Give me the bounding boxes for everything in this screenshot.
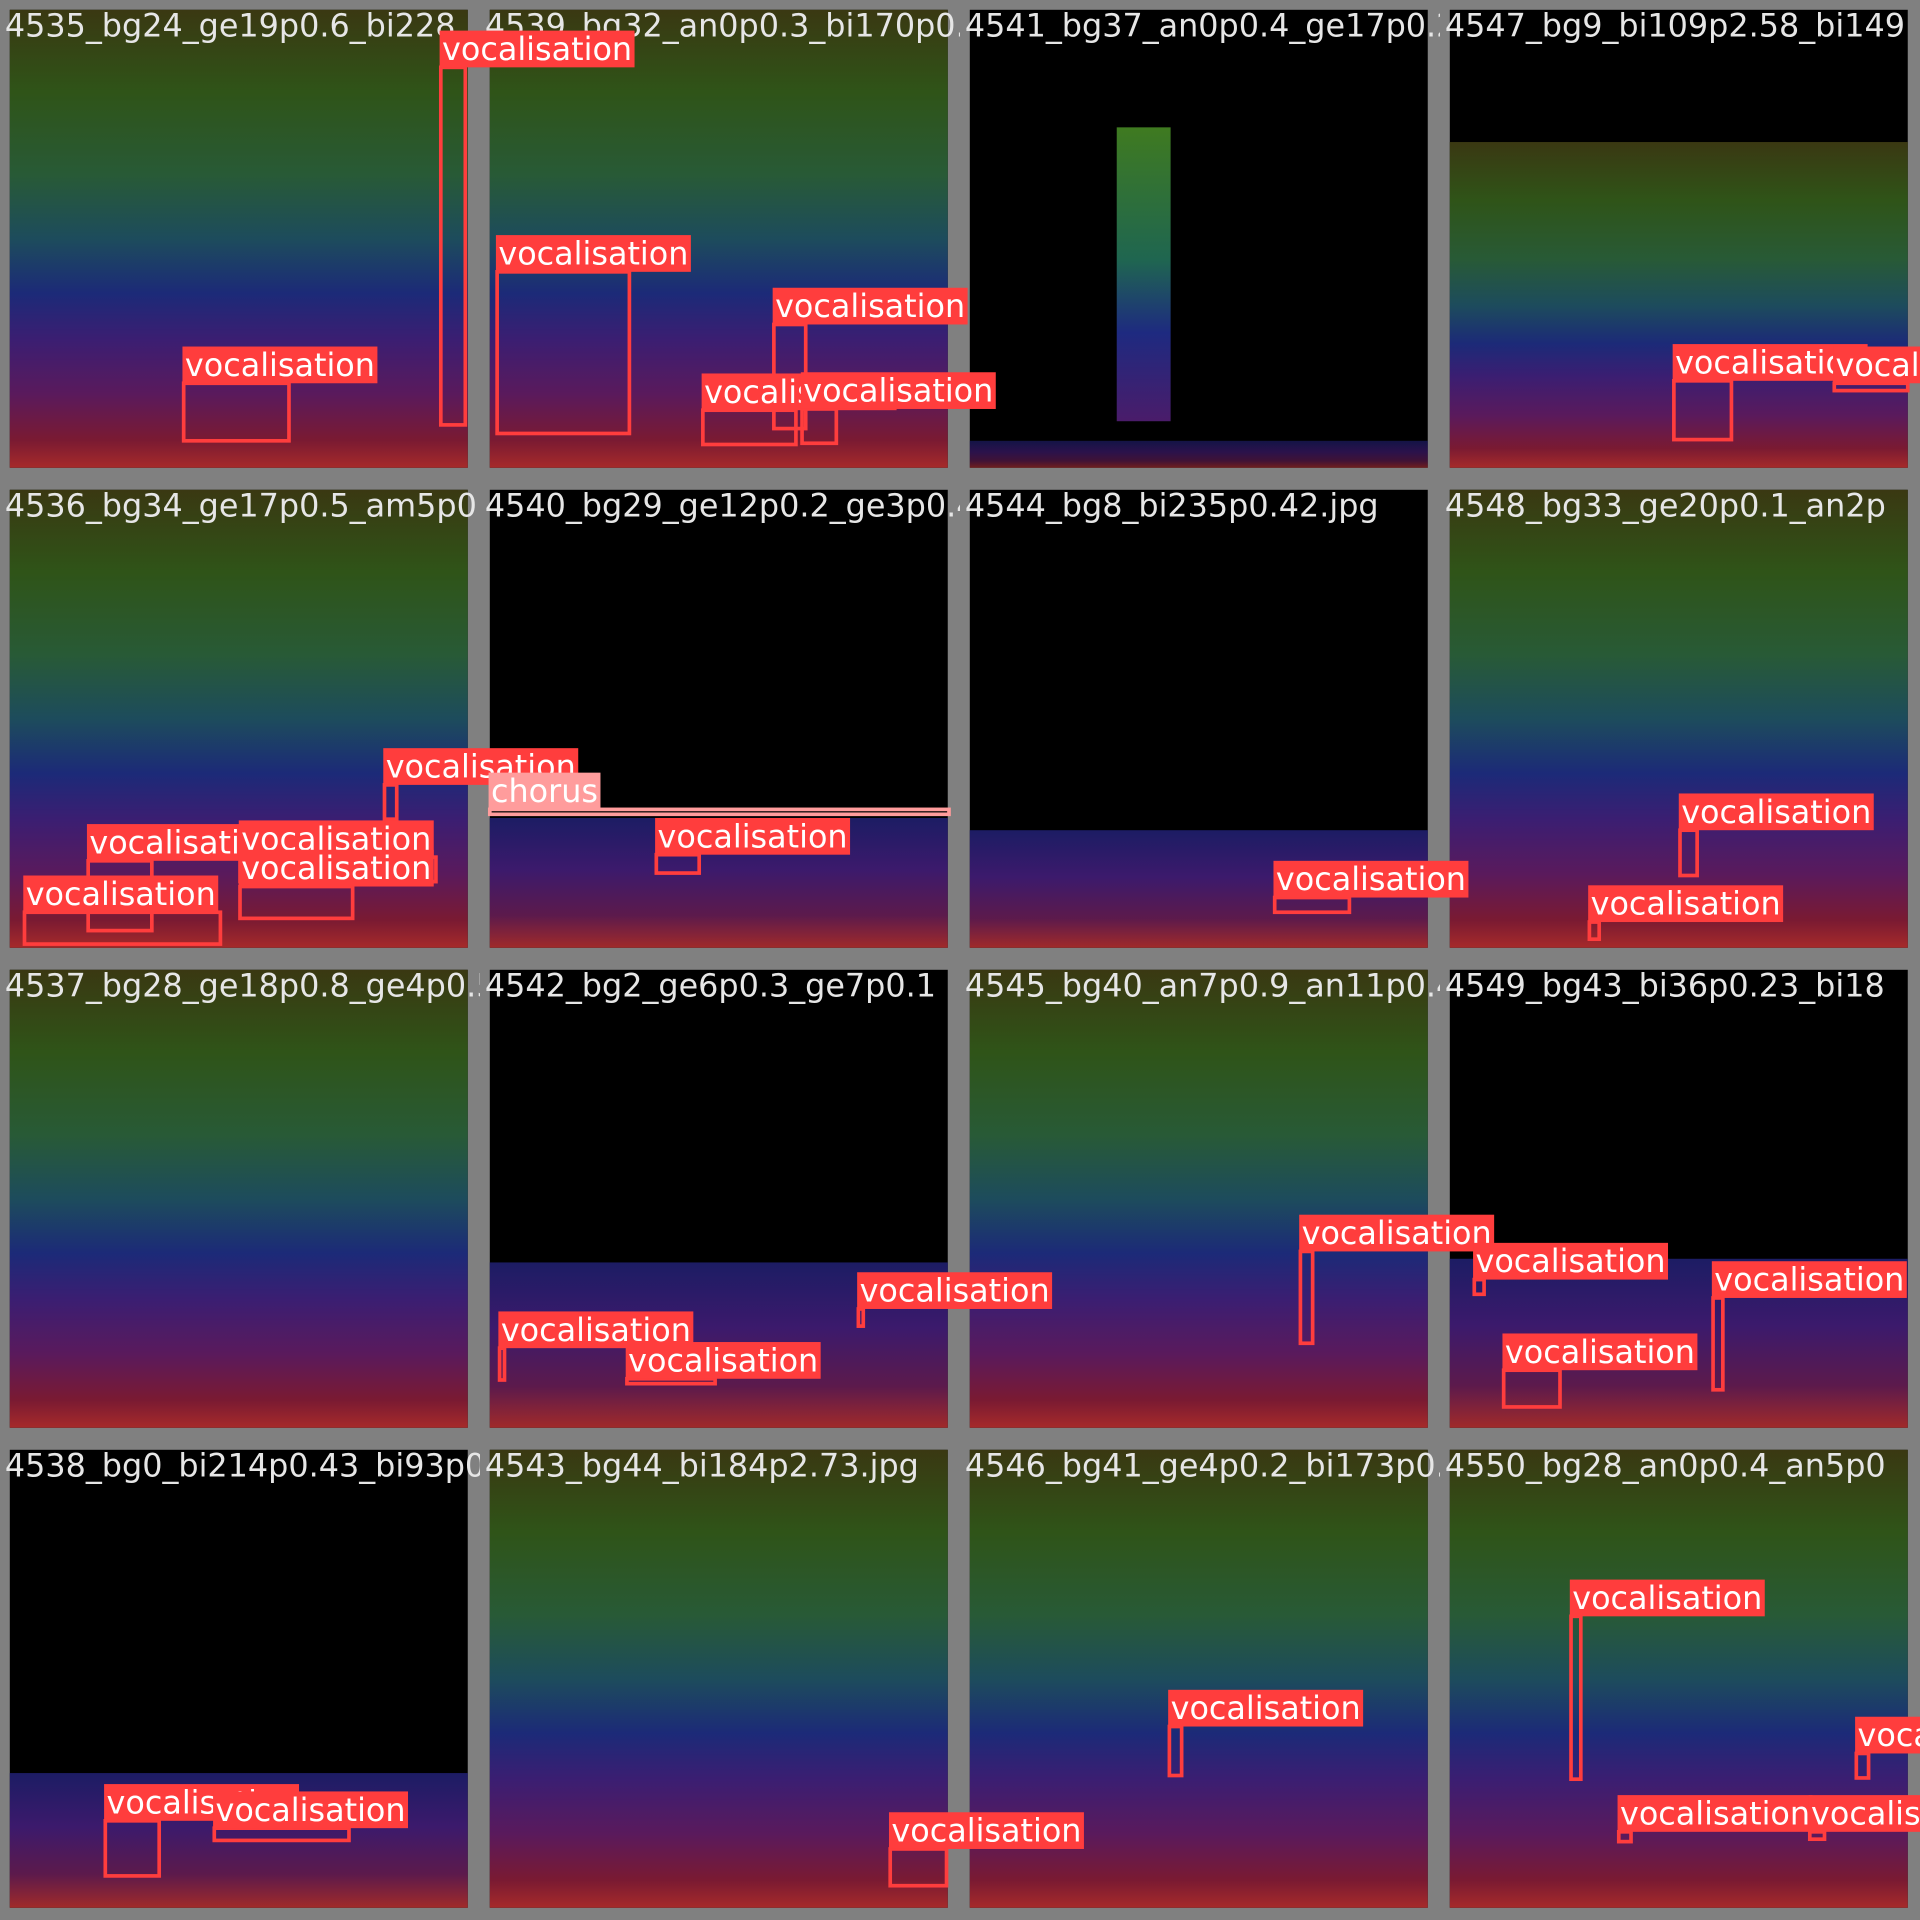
label-background xyxy=(182,346,378,384)
detection-label: vocalisation xyxy=(1505,1333,1695,1371)
tile-filename: 4535_bg24_ge19p0.6_bi228 xyxy=(5,7,456,45)
detection-label: vocalisation xyxy=(185,346,375,384)
detection-label: vocalisation xyxy=(1171,1689,1361,1727)
spectrogram xyxy=(969,9,1428,468)
label-background xyxy=(1678,793,1874,831)
detection-label: vocalisation xyxy=(1858,1716,1920,1754)
tile-title-group: 4549_bg43_bi36p0.23_bi18 xyxy=(1445,967,1885,1005)
detection-label: chorus xyxy=(491,772,598,810)
label-background xyxy=(1588,885,1784,923)
spectrogram-band xyxy=(9,9,468,468)
tile-title-group: 4541_bg37_an0p0.4_ge17p0.24.jpg xyxy=(965,7,1536,45)
detection-label: vocalisation xyxy=(628,1341,818,1379)
spectrogram-band xyxy=(9,969,468,1428)
detection-label: vocalisation xyxy=(1572,1579,1762,1617)
detection-box xyxy=(487,807,951,817)
detection-label: vocalisation xyxy=(803,372,993,410)
detection-label: vocalisation xyxy=(860,1272,1050,1310)
tile-title-group: 4543_bg44_bi184p2.73.jpg xyxy=(485,1447,919,1485)
tile-filename: 4542_bg2_ge6p0.3_ge7p0.1 xyxy=(485,967,936,1005)
tile-filename: 4549_bg43_bi36p0.23_bi18 xyxy=(1445,967,1885,1005)
detection-label: vocalisation xyxy=(26,875,216,913)
tile-filename: 4545_bg40_an7p0.9_an11p0.4 xyxy=(965,967,1456,1005)
signal-column xyxy=(1116,127,1171,422)
spectrogram-band xyxy=(489,1449,948,1908)
label-background xyxy=(625,1342,821,1379)
tile-filename: 4541_bg37_an0p0.4_ge17p0.24.jpg xyxy=(965,7,1536,45)
label-background xyxy=(213,1791,409,1829)
detection-label: vocalisation xyxy=(658,817,848,855)
detection-label: vocalisation xyxy=(1302,1214,1492,1252)
spectrogram-band xyxy=(1449,1449,1908,1908)
label-background xyxy=(888,1812,1084,1849)
label-background xyxy=(800,372,996,409)
label-background xyxy=(1808,1795,1920,1832)
label-background xyxy=(488,772,601,810)
label-background xyxy=(1473,1242,1669,1280)
tile-title-group: 4538_bg0_bi214p0.43_bi93p0.22.jpg xyxy=(5,1447,595,1485)
label-background xyxy=(1617,1795,1813,1832)
spectrogram-band xyxy=(969,969,1428,1428)
detection-label: vocalisation xyxy=(1476,1242,1666,1280)
label-background xyxy=(495,235,691,272)
spectrogram-floor xyxy=(969,440,1428,468)
tile-title-group: 4542_bg2_ge6p0.3_ge7p0.1 xyxy=(485,967,936,1005)
tile-title-group: 4548_bg33_ge20p0.1_an2p xyxy=(1445,487,1886,525)
tile-title-group: 4536_bg34_ge17p0.5_am5p0.13 xyxy=(5,487,528,525)
detection-label: vocalisation xyxy=(498,234,688,272)
label-background xyxy=(772,287,968,325)
label-background xyxy=(1833,346,1920,384)
detection-label: vocalisation xyxy=(1276,860,1466,898)
label-background xyxy=(655,817,851,855)
tile-filename: 4547_bg9_bi109p2.58_bi149 xyxy=(1445,7,1905,45)
detection-label: vocalisation xyxy=(1591,885,1781,923)
label-background xyxy=(857,1272,1053,1309)
tile-filename: 4544_bg8_bi235p0.42.jpg xyxy=(965,487,1379,525)
detection-label: vocalisation xyxy=(1681,793,1871,831)
tile-filename: 4540_bg29_ge12p0.2_ge3p0.4 xyxy=(485,487,977,525)
detection-label: vocalisation xyxy=(216,1791,406,1829)
tile-title-group: 4537_bg28_ge18p0.8_ge4p0.5.jpg xyxy=(5,967,556,1005)
label-background xyxy=(1502,1333,1698,1371)
tile-filename: 4537_bg28_ge18p0.8_ge4p0.5.jpg xyxy=(5,967,556,1005)
tile-filename: 4546_bg41_ge4p0.2_bi173p0.54.jpg xyxy=(965,1447,1546,1485)
label-background xyxy=(1168,1689,1364,1727)
label-background xyxy=(1855,1716,1920,1754)
tile-filename: 4543_bg44_bi184p2.73.jpg xyxy=(485,1447,919,1485)
tile-title-group: 4546_bg41_ge4p0.2_bi173p0.54.jpg xyxy=(965,1447,1546,1485)
detection-label: vocalisation xyxy=(1714,1261,1904,1299)
tile-title-group: 4535_bg24_ge19p0.6_bi228 xyxy=(5,7,456,45)
tile-title-group: 4545_bg40_an7p0.9_an11p0.4 xyxy=(965,967,1456,1005)
tile-filename: 4548_bg33_ge20p0.1_an2p xyxy=(1445,487,1886,525)
label-background xyxy=(23,875,219,913)
detection-label: vocalisation xyxy=(775,287,965,325)
tile-filename: 4538_bg0_bi214p0.43_bi93p0.22.jpg xyxy=(5,1447,595,1485)
spectrogram-band xyxy=(1449,142,1908,468)
label-background xyxy=(1299,1214,1495,1252)
tile-title-group: 4544_bg8_bi235p0.42.jpg xyxy=(965,487,1379,525)
label-background xyxy=(1273,860,1469,898)
detection-label: vocalisation xyxy=(1811,1794,1920,1832)
detection-label: vocalisation xyxy=(1620,1794,1810,1832)
tile-title-group: 4540_bg29_ge12p0.2_ge3p0.4 xyxy=(485,487,977,525)
tile-filename: 4550_bg28_an0p0.4_an5p0 xyxy=(1445,1447,1886,1485)
detection-label: vocalisation xyxy=(1836,346,1920,384)
label-background xyxy=(1711,1261,1907,1298)
detection-label: vocalisation xyxy=(241,849,431,887)
spectrogram-band xyxy=(1449,489,1908,948)
detection-label: vocalisation xyxy=(442,30,632,68)
label-background xyxy=(238,849,434,887)
tile-title-group: 4550_bg28_an0p0.4_an5p0 xyxy=(1445,1447,1886,1485)
label-background xyxy=(1569,1579,1765,1617)
tile-title-group: 4547_bg9_bi109p2.58_bi149 xyxy=(1445,7,1905,45)
tile-filename: 4536_bg34_ge17p0.5_am5p0.13 xyxy=(5,487,528,525)
detection-label: vocalisation xyxy=(891,1812,1081,1850)
label-background xyxy=(439,30,635,68)
